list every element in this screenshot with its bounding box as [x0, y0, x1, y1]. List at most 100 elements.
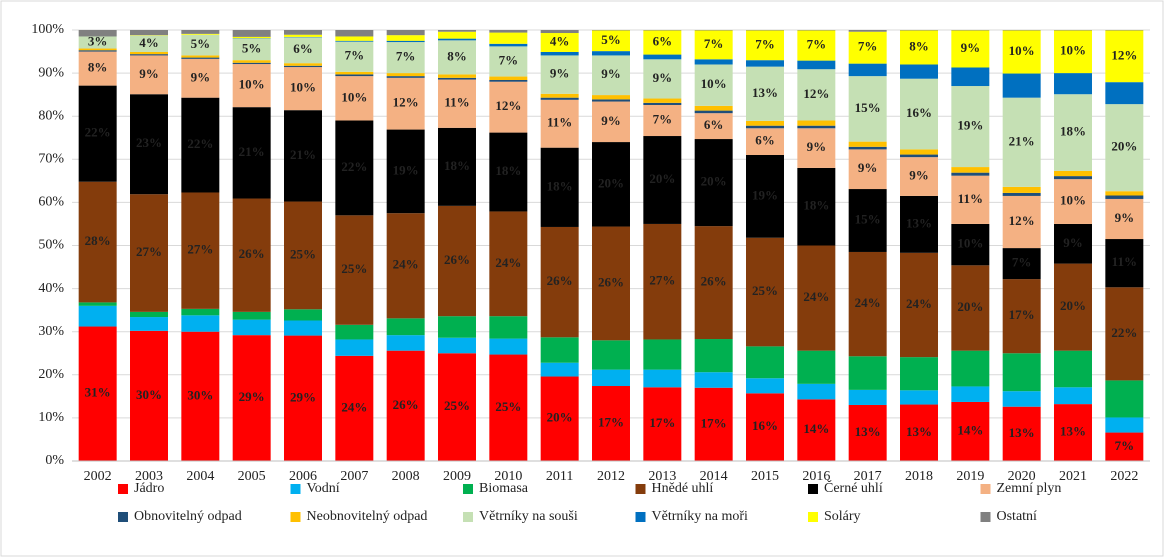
bar-segment: [797, 120, 836, 126]
bar-segment: [848, 63, 887, 77]
bar-segment: [951, 350, 990, 387]
legend-swatch: [980, 484, 991, 494]
bar-segment: [951, 175, 990, 224]
data-label: 11%: [958, 191, 983, 206]
bar-segment: [438, 316, 476, 338]
bar-segment: [335, 30, 374, 37]
data-label: 20%: [1060, 298, 1086, 313]
bar-segment: [643, 59, 682, 99]
x-tick-label: 2002: [84, 469, 112, 484]
data-label: 26%: [444, 252, 470, 267]
data-label: 10%: [701, 76, 727, 91]
bar-segment: [694, 59, 733, 65]
data-label: 6%: [704, 117, 724, 132]
bar-segment: [489, 76, 528, 80]
bar-segment: [540, 99, 579, 148]
bar-segment: [130, 330, 168, 461]
data-label: 9%: [858, 160, 878, 175]
bar-segment: [592, 369, 630, 387]
bar-segment: [181, 55, 220, 58]
x-tick-label: 2022: [1110, 469, 1138, 484]
bar-segment: [797, 60, 836, 70]
bar-segment: [900, 154, 938, 158]
legend-swatch: [463, 512, 473, 522]
bar-segment: [797, 383, 836, 400]
bar-segment: [386, 350, 425, 461]
legend-label: Hnědé uhlí: [652, 481, 714, 496]
data-label: 20%: [957, 299, 983, 314]
data-label: 8%: [88, 60, 108, 75]
x-tick-label: 2013: [648, 469, 676, 484]
data-label: 10%: [290, 80, 316, 95]
bar-segment: [540, 33, 579, 52]
bar-segment: [1105, 82, 1144, 105]
data-label: 24%: [495, 255, 521, 270]
bar-segment: [284, 320, 322, 336]
data-label: 24%: [906, 296, 932, 311]
data-label: 8%: [909, 38, 929, 53]
bar-segment: [848, 76, 887, 142]
bar-segment: [438, 353, 476, 461]
legend-label: Větrníky na souši: [479, 509, 578, 524]
data-label: 26%: [393, 397, 419, 412]
bar-segment: [489, 132, 528, 212]
bar-segment: [1054, 30, 1092, 74]
bar-segment: [1105, 380, 1144, 418]
data-label: 13%: [906, 424, 932, 439]
bar-segment: [232, 319, 271, 336]
y-tick-label: 50%: [38, 238, 64, 253]
bar-segment: [540, 147, 579, 227]
bar-segment: [78, 36, 117, 49]
bar-segment: [181, 192, 220, 309]
data-label: 13%: [752, 85, 778, 100]
bar-segment: [1054, 387, 1092, 405]
bar-segment: [592, 95, 630, 100]
bar-segment: [951, 401, 990, 461]
data-label: 10%: [1009, 43, 1035, 58]
bar-segment: [848, 404, 887, 461]
bar-segment: [232, 38, 271, 61]
data-label: 9%: [961, 40, 981, 55]
bar-segment: [540, 51, 579, 56]
bar-segment: [643, 104, 682, 137]
data-label: 24%: [341, 399, 367, 414]
data-label: 11%: [444, 95, 469, 110]
bar-segment: [1105, 195, 1144, 199]
data-label: 25%: [341, 261, 367, 276]
legend-label: Biomasa: [479, 481, 529, 496]
bar-segment: [951, 265, 990, 351]
bar-segment: [181, 57, 220, 59]
data-label: 19%: [752, 187, 778, 202]
data-label: 5%: [191, 36, 211, 51]
bar-segment: [130, 35, 168, 52]
bar-segment: [335, 324, 374, 340]
data-label: 6%: [293, 41, 313, 56]
data-label: 18%: [547, 178, 573, 193]
data-label: 12%: [803, 86, 829, 101]
bar-segment: [592, 340, 630, 370]
bar-segment: [232, 64, 271, 108]
bar-segment: [951, 386, 990, 402]
bar-segment: [1002, 391, 1041, 407]
bar-segment: [797, 125, 836, 129]
bar-segment: [438, 40, 476, 75]
bar-segment: [1105, 432, 1144, 461]
x-tick-label: 2019: [956, 469, 984, 484]
data-label: 9%: [550, 66, 570, 81]
bar-segment: [694, 105, 733, 111]
data-label: 24%: [393, 257, 419, 272]
x-tick-label: 2006: [289, 469, 317, 484]
bar-segment: [438, 31, 476, 39]
bar-segment: [848, 146, 887, 150]
bar-segment: [797, 399, 836, 461]
bar-segment: [1054, 94, 1092, 171]
data-label: 12%: [1111, 47, 1137, 62]
bar-segment: [694, 30, 733, 60]
data-label: 23%: [136, 135, 162, 150]
bar-segment: [489, 46, 528, 77]
bar-segment: [438, 337, 476, 354]
legend-label: Vodní: [307, 481, 340, 496]
data-label: 5%: [242, 40, 262, 55]
legend-swatch: [118, 484, 128, 494]
data-label: 31%: [85, 385, 111, 400]
